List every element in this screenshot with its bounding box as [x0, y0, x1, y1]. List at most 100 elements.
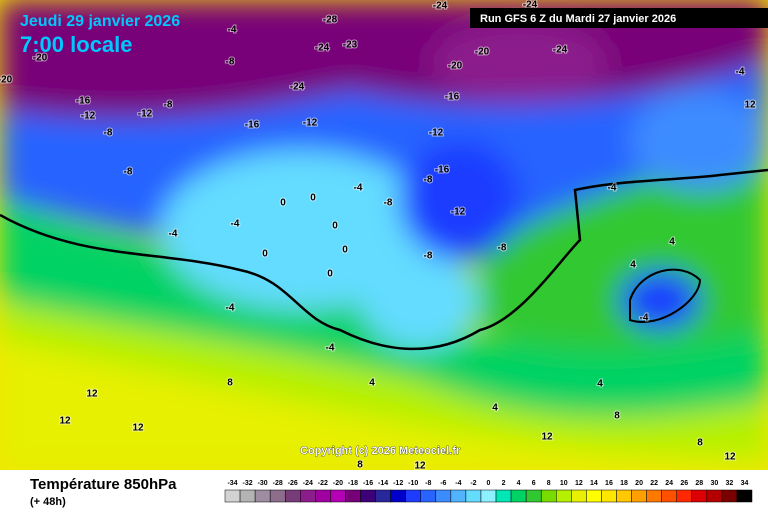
contour-label: -8: [498, 243, 507, 254]
run-info: Run GFS 6 Z du Mardi 27 janvier 2026: [480, 13, 676, 25]
contour-label: -20: [0, 75, 13, 86]
scale-label: 0: [487, 480, 491, 487]
contour-label: -8: [226, 57, 235, 68]
scale-swatch: [616, 489, 632, 503]
scale-swatch: [269, 489, 286, 503]
contour-label: 0: [310, 193, 316, 204]
scale-label: 26: [680, 480, 688, 487]
scale-label: -2: [470, 480, 476, 487]
scale-label: 30: [710, 480, 718, 487]
scale-swatch: [540, 489, 557, 503]
scale-swatch: [736, 489, 753, 503]
contour-label: 0: [327, 269, 333, 280]
contour-label: -4: [640, 313, 649, 324]
scale-swatch: [525, 489, 542, 503]
contour-label: -23: [343, 40, 358, 51]
contour-label: 8: [227, 378, 233, 389]
scale-label: 6: [532, 480, 536, 487]
scale-swatch: [450, 489, 467, 503]
scale-label: 32: [726, 480, 734, 487]
contour-label: -4: [326, 343, 335, 354]
scale-label: 4: [517, 480, 521, 487]
forecast-time: 7:00 locale: [20, 32, 133, 57]
contour-label: -12: [303, 118, 318, 129]
scale-swatch: [495, 489, 512, 503]
scale-swatch: [601, 489, 617, 503]
scale-label: -26: [288, 480, 298, 487]
contour-label: 12: [724, 452, 736, 463]
contour-label: -4: [228, 25, 237, 36]
scale-swatch: [556, 489, 572, 503]
scale-label: 34: [741, 480, 749, 487]
contour-label: -24: [433, 1, 448, 12]
scale-label: -28: [273, 480, 283, 487]
contour-label: 12: [541, 432, 553, 443]
footer-title: Température 850hPa: [30, 476, 177, 493]
contour-label: -4: [231, 219, 240, 230]
contour-label: 0: [262, 249, 268, 260]
contour-label: 4: [630, 260, 636, 271]
scale-label: -6: [440, 480, 446, 487]
scale-swatch: [405, 489, 421, 503]
scale-label: 2: [502, 480, 506, 487]
scale-label: 12: [575, 480, 583, 487]
contour-label: -20: [448, 61, 463, 72]
contour-label: 8: [697, 438, 703, 449]
contour-label: -16: [435, 165, 450, 176]
scale-label: 24: [665, 480, 673, 487]
scale-swatch: [390, 489, 406, 503]
color-scale: -34 -32 -30 -28 -26 -24 -22 -20 -18 -16 -14 -12 -10-…: [224, 480, 753, 503]
scale-label: -32: [243, 480, 253, 487]
contour-label: -4: [354, 183, 363, 194]
scale-swatch: [465, 489, 482, 503]
scale-swatch: [661, 489, 677, 503]
scale-swatch: [646, 489, 662, 503]
scale-swatch: [239, 489, 256, 503]
scale-label: -16: [363, 480, 373, 487]
contour-label: -4: [169, 229, 178, 240]
contour-label: -20: [33, 53, 48, 64]
scale-label: -34: [227, 480, 237, 487]
contour-label: -24: [523, 0, 538, 11]
scale-swatch: [300, 489, 316, 503]
scale-label: -14: [378, 480, 388, 487]
scale-swatch: [420, 489, 437, 503]
scale-swatch: [254, 489, 271, 503]
scale-label: -10: [408, 480, 418, 487]
scale-swatch: [721, 489, 738, 503]
scale-label: 14: [590, 480, 598, 487]
scale-swatch: [691, 489, 708, 503]
scale-swatch: [676, 489, 693, 503]
scale-swatch: [480, 489, 497, 503]
scale-swatch: [224, 489, 241, 503]
scale-label: -20: [333, 480, 343, 487]
scale-swatch: [284, 489, 301, 503]
run-banner: [470, 8, 768, 28]
contour-label: -16: [245, 120, 260, 131]
scale-label: 16: [605, 480, 613, 487]
scale-swatch: [375, 489, 391, 503]
contour-label: 12: [744, 100, 756, 111]
scale-label: 18: [620, 480, 628, 487]
contour-label: 0: [342, 245, 348, 256]
contour-label: -24: [290, 82, 305, 93]
scale-swatch: [315, 489, 331, 503]
scale-swatch: [706, 489, 723, 503]
contour-label: -8: [164, 100, 173, 111]
contour-label: -4: [736, 67, 745, 78]
temperature-map: [0, 0, 768, 470]
contour-labels: -20 -20 -4 -8 -28 -23 -24 -24 -24 -20 -2…: [0, 0, 757, 473]
contour-label: -4: [226, 303, 235, 314]
contour-label: -24: [315, 43, 330, 54]
contour-label: 4: [597, 379, 603, 390]
contour-label: 0: [332, 221, 338, 232]
scale-label: 20: [635, 480, 643, 487]
scale-swatch: [345, 489, 361, 503]
scale-label: -8: [425, 480, 431, 487]
contour-label: 0: [280, 198, 286, 209]
contour-label: -8: [384, 198, 393, 209]
contour-label: -8: [424, 175, 433, 186]
contour-label: -4: [608, 183, 617, 194]
scale-swatch: [586, 489, 602, 503]
contour-label: 12: [132, 423, 144, 434]
